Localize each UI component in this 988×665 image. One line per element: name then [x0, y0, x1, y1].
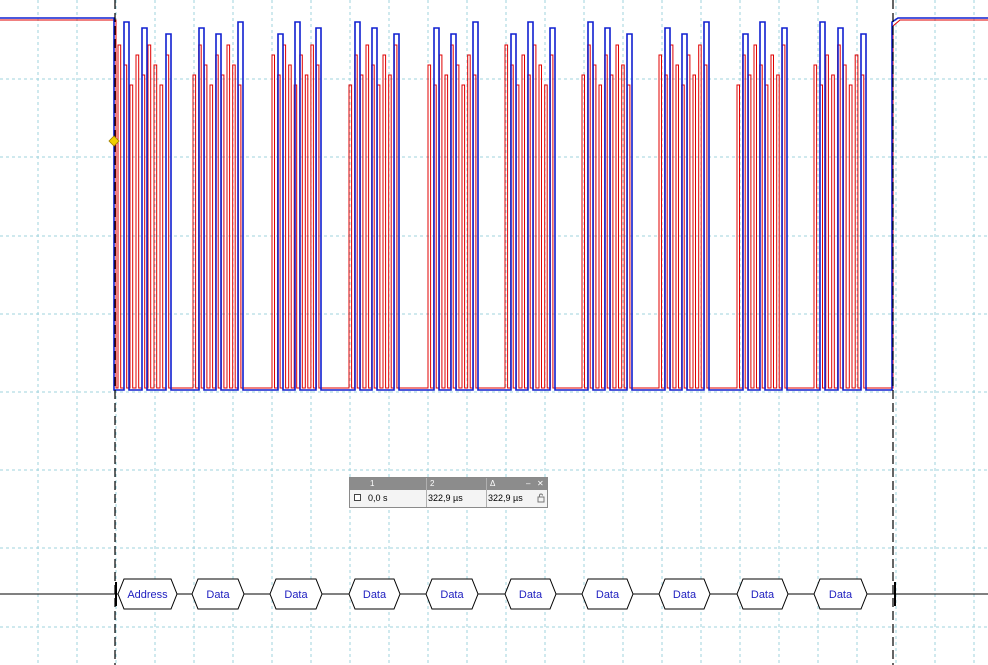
bus-frame-label: Data [284, 589, 308, 601]
bus-frame-label: Data [363, 589, 387, 601]
cursor-values-row: 0,0 s 322,9 µs 322,9 µs [350, 490, 547, 507]
bus-frame [658, 578, 711, 610]
cursor2-value: 322,9 µs [428, 493, 463, 503]
i2c-bus-decode: Address Data Data Data Data Data Data Data Data D… [0, 578, 988, 610]
bus-frame [348, 578, 401, 610]
bus-frame [425, 578, 479, 610]
time-cursors[interactable] [108, 0, 894, 665]
bus-frame [813, 578, 868, 610]
bus-frame [191, 578, 245, 610]
cursor1-value: 0,0 s [368, 493, 388, 503]
col-cursor2-header: 2 [430, 479, 435, 488]
bus-frame-label: Data [596, 589, 620, 601]
bus-frame [736, 578, 789, 610]
bus-frame-label: Data [206, 589, 230, 601]
minimize-icon[interactable]: – [526, 479, 531, 488]
bus-frame [117, 578, 178, 610]
cursor-table-header: 1 2 Δ – ✕ [350, 478, 547, 490]
col-cursor1-header: 1 [370, 479, 375, 488]
close-icon[interactable]: ✕ [537, 479, 544, 488]
bus-frame-label: Data [829, 589, 853, 601]
row-checkbox[interactable] [354, 494, 361, 501]
scl-trace [0, 17, 988, 391]
bus-frame-label: Address [127, 589, 168, 601]
bus-frame [269, 578, 323, 610]
lock-icon[interactable] [537, 493, 545, 503]
cursor-readout-table[interactable]: 1 2 Δ – ✕ 0,0 s 322,9 µs 322,9 µs [349, 477, 548, 508]
col-delta-header: Δ [490, 479, 496, 488]
bus-frame-label: Data [673, 589, 697, 601]
bus-frame-label: Data [519, 589, 543, 601]
bus-frame [504, 578, 557, 610]
bus-frame [581, 578, 634, 610]
delta-value: 322,9 µs [488, 493, 523, 503]
waveform-traces [0, 17, 988, 391]
bus-frame-label: Data [751, 589, 775, 601]
sda-trace [0, 19, 988, 389]
trigger-marker[interactable] [108, 135, 120, 147]
bus-frame-label: Data [440, 589, 464, 601]
